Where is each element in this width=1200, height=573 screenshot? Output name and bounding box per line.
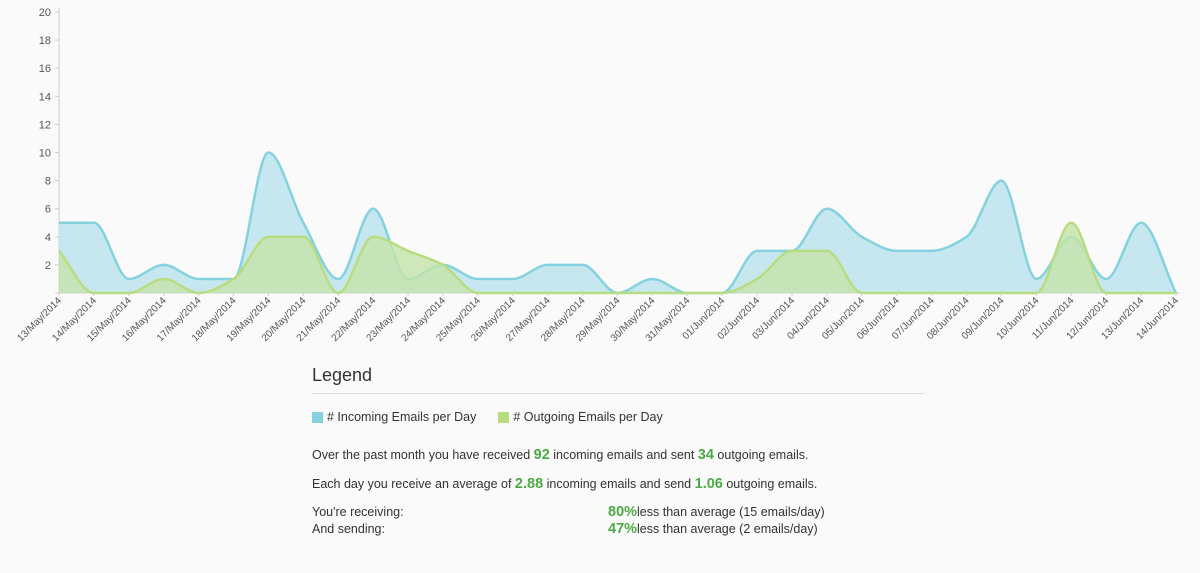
legend-item-incoming: # Incoming Emails per Day bbox=[312, 410, 476, 424]
data-point-outgoing bbox=[1070, 221, 1073, 224]
data-point-outgoing bbox=[407, 249, 410, 252]
data-point-incoming bbox=[756, 249, 759, 252]
legend-swatch-outgoing bbox=[498, 411, 510, 423]
y-tick-label: 12 bbox=[39, 119, 51, 131]
legend-swatch-incoming bbox=[312, 411, 323, 423]
incoming-average-stat: 2.88 bbox=[514, 475, 544, 492]
comparison-block: You're receiving: 80% less than average … bbox=[312, 504, 924, 538]
y-tick-label: 18 bbox=[39, 35, 51, 47]
summary-text: incoming emails and sent bbox=[549, 448, 698, 462]
summary-average-line: Each day you receive an average of 2.88 … bbox=[312, 476, 924, 492]
data-point-outgoing bbox=[791, 249, 794, 252]
data-point-outgoing bbox=[756, 277, 759, 280]
y-tick-label: 2 bbox=[45, 260, 51, 272]
data-point-incoming bbox=[1105, 277, 1108, 280]
summary-text: incoming emails and send bbox=[543, 476, 695, 491]
data-point-incoming bbox=[372, 207, 375, 210]
y-tick-label: 14 bbox=[39, 91, 51, 103]
legend-title: Legend bbox=[312, 365, 924, 394]
data-point-outgoing bbox=[372, 235, 375, 238]
incoming-total-stat: 92 bbox=[533, 447, 550, 463]
data-point-incoming bbox=[476, 277, 479, 280]
sending-label: And sending: bbox=[312, 522, 385, 536]
sending-row: And sending: 47% less than average (2 em… bbox=[312, 521, 924, 538]
data-point-incoming bbox=[895, 249, 898, 252]
receiving-text: less than average (15 emails/day) bbox=[637, 505, 825, 519]
data-point-incoming bbox=[1035, 277, 1038, 280]
legend-panel: Legend # Incoming Emails per Day # Outgo… bbox=[312, 365, 924, 538]
email-volume-chart: 2 4 6 8 10 12 14 16 18 20 13/May/2014 14/May/2014 15… bbox=[15, 7, 1181, 344]
data-point-outgoing bbox=[232, 277, 235, 280]
y-tick-label: 8 bbox=[45, 176, 51, 188]
receiving-row: You're receiving: 80% less than average … bbox=[312, 504, 924, 521]
data-point-incoming bbox=[197, 277, 200, 280]
data-point-incoming bbox=[581, 263, 584, 266]
summary-text: Each day you receive an average of bbox=[312, 476, 515, 491]
data-point-outgoing bbox=[302, 235, 305, 238]
data-point-incoming bbox=[92, 221, 95, 224]
series-area-outgoing bbox=[59, 222, 1176, 293]
data-point-incoming bbox=[651, 277, 654, 280]
data-point-incoming bbox=[546, 263, 549, 266]
data-point-incoming bbox=[58, 221, 61, 224]
y-tick-label: 20 bbox=[39, 7, 51, 19]
legend-row: # Incoming Emails per Day # Outgoing Ema… bbox=[312, 410, 924, 424]
series-area-incoming bbox=[59, 152, 1176, 293]
data-point-incoming bbox=[511, 277, 514, 280]
summary-text: outgoing emails. bbox=[722, 476, 818, 491]
data-point-incoming bbox=[127, 277, 130, 280]
data-point-incoming bbox=[825, 207, 828, 210]
data-point-incoming bbox=[337, 277, 340, 280]
summary-text: outgoing emails. bbox=[713, 448, 809, 462]
legend-label-incoming: # Incoming Emails per Day bbox=[327, 410, 477, 424]
data-point-incoming bbox=[302, 221, 305, 224]
data-point-outgoing bbox=[162, 277, 165, 280]
outgoing-total-stat: 34 bbox=[697, 447, 714, 463]
data-point-outgoing bbox=[58, 249, 61, 252]
data-point-outgoing bbox=[267, 235, 270, 238]
data-point-incoming bbox=[860, 235, 863, 238]
legend-item-outgoing: # Outgoing Emails per Day bbox=[498, 410, 663, 424]
y-tick-label: 4 bbox=[45, 232, 51, 244]
receiving-percent: 80% bbox=[608, 504, 638, 520]
area-chart-svg: 246810121416182013/May/201414/May/201415… bbox=[15, 7, 1181, 344]
data-point-incoming bbox=[267, 151, 270, 154]
summary-text: Over the past month you have received bbox=[312, 448, 534, 462]
data-point-outgoing bbox=[441, 263, 444, 266]
data-point-incoming bbox=[162, 263, 165, 266]
receiving-label: You're receiving: bbox=[312, 505, 404, 519]
data-point-incoming bbox=[930, 249, 933, 252]
data-point-outgoing bbox=[825, 249, 828, 252]
data-point-incoming bbox=[1140, 221, 1143, 224]
data-point-incoming bbox=[965, 235, 968, 238]
sending-percent: 47% bbox=[608, 521, 638, 537]
sending-text: less than average (2 emails/day) bbox=[637, 522, 818, 536]
legend-label-outgoing: # Outgoing Emails per Day bbox=[513, 410, 663, 424]
data-point-incoming bbox=[1000, 179, 1003, 182]
summary-total-line: Over the past month you have received 92… bbox=[312, 447, 924, 463]
y-tick-label: 10 bbox=[39, 148, 51, 160]
y-tick-label: 6 bbox=[45, 204, 51, 216]
outgoing-average-stat: 1.06 bbox=[694, 475, 723, 492]
y-tick-label: 16 bbox=[39, 63, 51, 75]
